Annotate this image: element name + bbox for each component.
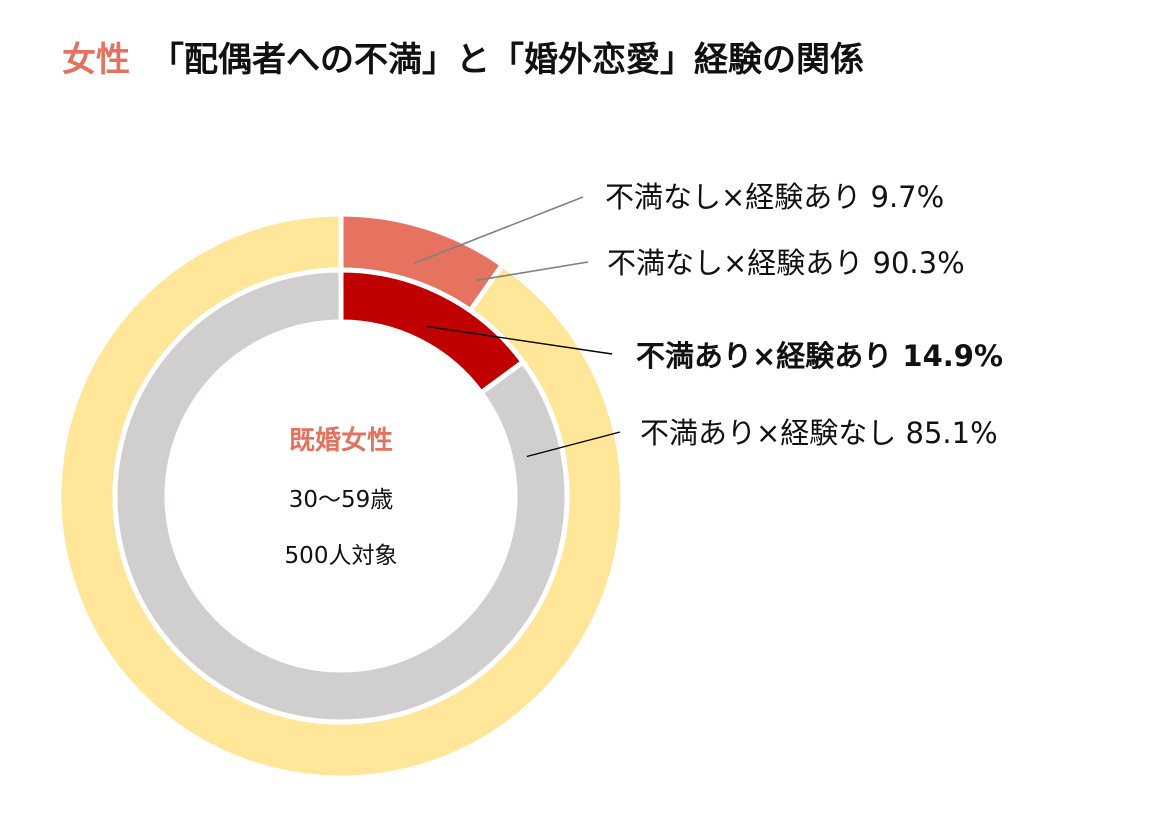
center-age-range: 30〜59歳	[288, 487, 394, 513]
inner-slice-2-label: 不満あり×経験なし 85.1%	[640, 416, 998, 450]
outer-slice-2-leader-line	[475, 261, 589, 282]
chart-title-accent: 女性	[62, 40, 130, 80]
inner-slice-1-leader-line	[426, 325, 613, 355]
center-title: 既婚女性	[288, 426, 393, 456]
center-sample-size: 500人対象	[284, 543, 398, 569]
outer-slice-1-label: 不満なし×経験あり 9.7%	[605, 180, 944, 214]
inner-slice-1-label: 不満あり×経験あり 14.9%	[636, 339, 1003, 373]
inner-ring-slice-2	[112, 267, 570, 725]
outer-slice-2-label: 不満なし×経験あり 90.3%	[607, 246, 965, 280]
outer-slice-1-leader-line	[413, 196, 584, 264]
chart-title-main: 「配偶者への不満」と「婚外恋愛」経験の関係	[150, 40, 864, 80]
inner-slice-2-leader-line	[526, 431, 621, 458]
chart-title: 女性 「配偶者への不満」と「婚外恋愛」経験の関係	[62, 32, 864, 81]
